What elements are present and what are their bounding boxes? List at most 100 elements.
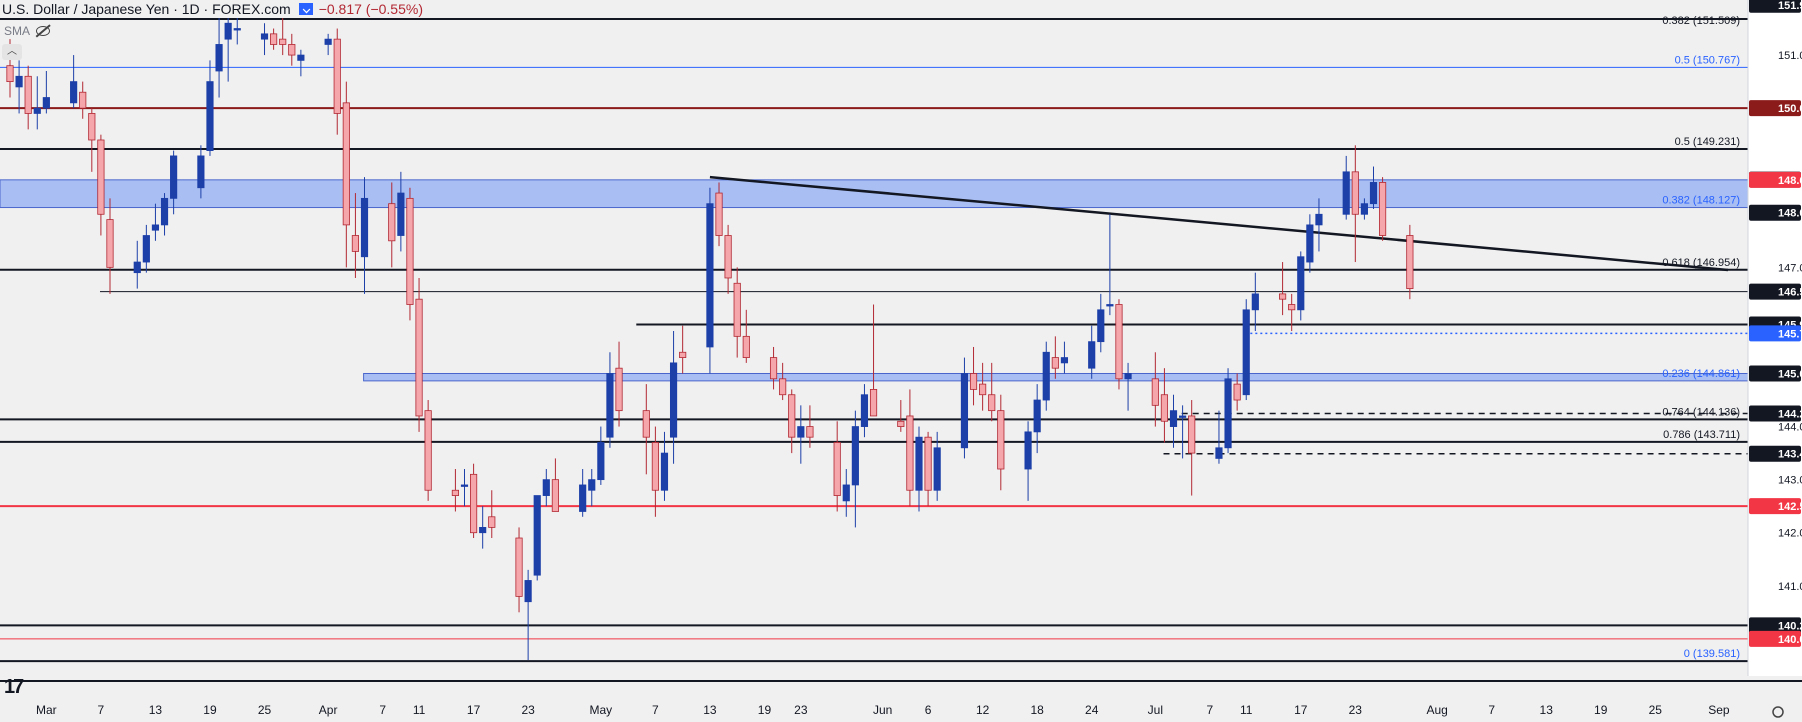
flag-icon[interactable] [298,3,313,15]
candle-body [897,420,905,427]
candle-67 [851,410,859,528]
candle-body [260,33,269,40]
candle-103 [1306,214,1314,273]
candle-body [724,235,732,279]
candle-body [542,479,550,496]
candle-1 [15,60,23,114]
candle-body [515,537,523,597]
candle-body [842,484,850,502]
price-axis[interactable]: 151.000 147.000 144.000 143.000 142.000 141.0… [1747,0,1802,722]
candle-72 [915,426,923,512]
candle-45 [579,469,587,517]
trendline[interactable] [709,175,1729,272]
candle-body [915,436,923,491]
price-label-text: 151.948 [1778,0,1802,12]
x-tick-1: 7 [98,703,105,717]
x-tick-15: Jun [873,703,892,717]
y-tick-1: 147.000 [1778,262,1802,274]
candle-body [133,261,141,274]
candle-25 [324,33,332,56]
price-change: −0.817 (−0.55%) [318,1,423,17]
candle-body [1033,399,1041,433]
candle-93 [1179,405,1187,459]
candle-body [1279,293,1287,300]
y-tick-2: 144.000 [1778,422,1802,434]
candle-body [1251,293,1259,311]
candle-body [615,367,623,412]
x-tick-9: 23 [521,703,535,717]
candle-15 [197,145,205,199]
price-label-bg [1749,283,1801,300]
candle-body [324,38,332,45]
candle-body [551,479,559,512]
candle-63 [797,405,805,464]
tradingview-logo[interactable]: 17 [4,676,24,698]
x-tick-22: 11 [1240,703,1253,717]
fib-label-2: 0.5 (149.231) [1675,136,1740,148]
candle-58 [733,267,741,358]
candle-body [1097,309,1105,343]
candle-body [297,54,305,61]
x-tick-29: 25 [1649,703,1663,717]
candle-body [1369,182,1378,205]
chevron-up-icon: ︿ [7,46,17,57]
candle-body [1169,410,1178,427]
candle-75 [960,357,969,459]
candle-73 [924,431,932,507]
candle-82 [1042,341,1050,411]
x-tick-10: May [590,703,613,717]
candle-71 [906,389,914,507]
candle-body [488,516,496,528]
fib-label-0: 0.382 (151.509) [1662,15,1740,27]
candle-108 [1369,166,1378,209]
candle-body [660,452,669,491]
candle-42 [533,495,541,581]
candle-body [160,197,169,226]
symbol-title[interactable]: U.S. Dollar / Japanese Yen · 1D · FOREX.… [2,1,291,17]
candle-body [333,38,341,114]
price-label-5: 146.543 [1749,283,1802,300]
candle-body [415,298,423,417]
candle-107 [1360,198,1368,220]
price-label-bg [1749,100,1801,117]
candle-body [451,489,459,496]
chart-header: U.S. Dollar / Japanese Yen · 1D · FOREX.… [0,0,423,18]
candle-110 [1406,224,1414,300]
candle-18 [224,7,232,82]
candle-body [79,91,87,109]
candle-44 [551,458,559,512]
time-axis[interactable]: Mar 7 13 19 25 Apr 7 11 17 23 May 7 13 19 23 Jun 6 12 18 24… [0,676,1802,722]
fib-label-1: 0.5 (150.767) [1675,54,1740,66]
candle-body [33,107,41,114]
hidden-eye-icon[interactable] [36,26,51,36]
fib-label-7: 0.786 (143.711) [1663,429,1740,441]
candle-4 [42,70,50,114]
candle-body [833,442,841,496]
x-tick-5: Apr [319,703,338,717]
candle-69 [869,304,878,417]
candle-body [97,139,105,215]
candle-90 [1151,352,1159,427]
price-label-10: 143.488 [1749,445,1802,462]
candle-23 [288,33,296,66]
candle-70 [897,400,905,432]
price-label-text: 140.000 [1778,634,1802,646]
collapse-legend-button[interactable]: ︿ [2,44,22,60]
indicator-label[interactable]: SMA [4,24,31,38]
settings-gear-icon[interactable] [1772,706,1784,718]
candle-46 [588,469,596,507]
candle-body [706,203,714,348]
candle-body [860,394,869,427]
indicator-legend[interactable]: SMA [4,24,51,38]
price-label-bg [1749,325,1801,342]
candle-21 [270,28,278,50]
x-tick-24: 23 [1349,703,1363,717]
x-tick-17: 12 [976,703,990,717]
price-label-text: 146.543 [1778,287,1802,299]
candle-83 [1051,336,1059,379]
x-tick-8: 17 [467,703,481,717]
candle-48 [606,352,614,448]
candle-41 [524,569,532,661]
fib-label-8: 0 (139.581) [1684,648,1740,660]
